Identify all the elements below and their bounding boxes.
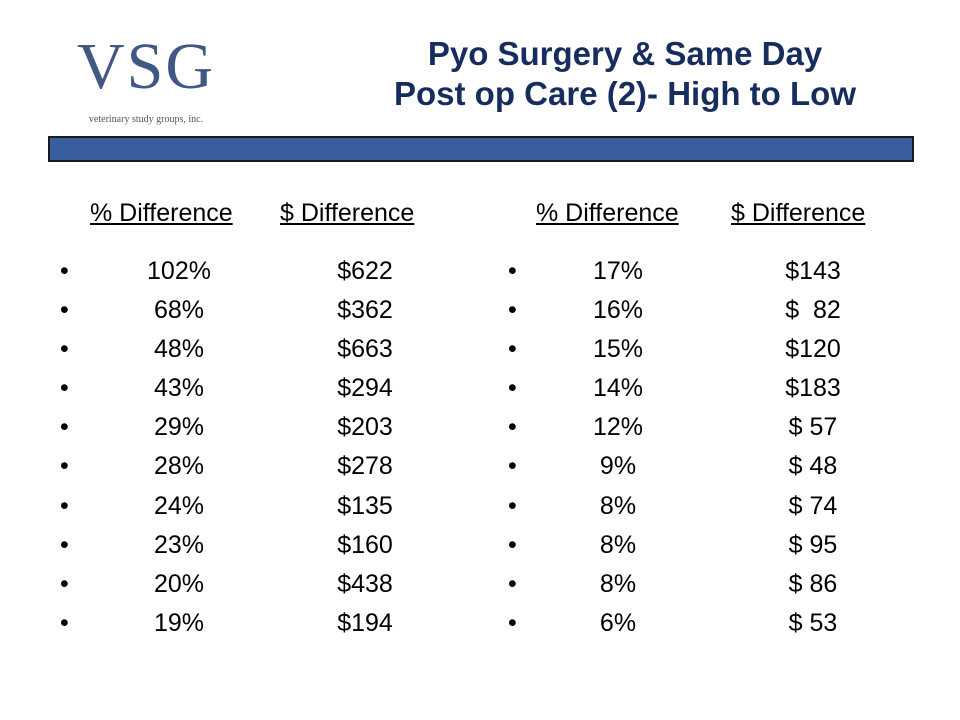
dollar-difference-value: $120: [785, 335, 841, 364]
bullet-icon: •: [508, 608, 517, 637]
title-divider-band: [48, 136, 914, 162]
dollar-difference-value: $ 86: [788, 569, 838, 598]
bullet-icon: •: [508, 296, 517, 325]
pct-difference-value: 19%: [153, 608, 205, 637]
dollar-difference-header: $ Difference: [731, 199, 866, 227]
pct-difference-value: 8%: [599, 569, 637, 598]
bullet-icon: •: [508, 413, 517, 442]
bullet-icon: •: [60, 296, 69, 325]
list-item: • 23% $160: [60, 526, 460, 565]
bullet-icon: •: [60, 374, 69, 403]
dollar-difference-value: $160: [337, 530, 393, 559]
logo-mark: VSG: [76, 30, 216, 103]
pct-difference-value: 28%: [153, 452, 205, 481]
dollar-difference-value: $663: [337, 335, 393, 364]
list-item: • 17% $143: [508, 252, 908, 291]
bullet-icon: •: [60, 335, 69, 364]
pct-difference-value: 17%: [592, 257, 644, 285]
pct-difference-value: 24%: [153, 491, 205, 520]
dollar-difference-value: $362: [337, 296, 393, 325]
dollar-difference-value: $294: [337, 374, 393, 403]
list-item: • 8% $ 95: [508, 526, 908, 565]
dollar-difference-value: $438: [337, 569, 393, 598]
list-item: • 102% $622: [60, 252, 460, 291]
bullet-icon: •: [60, 413, 69, 442]
bullet-icon: •: [60, 452, 69, 481]
right-column-header: % Difference $ Difference: [508, 194, 908, 232]
slide-title: Pyo Surgery & Same Day Post op Care (2)-…: [330, 34, 920, 114]
pct-difference-value: 23%: [153, 530, 205, 559]
pct-difference-value: 16%: [592, 296, 644, 325]
dollar-difference-value: $135: [337, 491, 393, 520]
dollar-difference-header: $ Difference: [280, 199, 415, 227]
list-item: • 20% $438: [60, 565, 460, 604]
dollar-difference-value: $143: [785, 257, 841, 285]
dollar-difference-value: $622: [337, 257, 393, 285]
right-rows-list: • 17% $143 • 16% $ 82 • 15% $120 • 14% $183 • 12% $ 57…: [508, 252, 908, 643]
bullet-icon: •: [508, 491, 517, 520]
bullet-icon: •: [60, 257, 69, 285]
bullet-icon: •: [508, 257, 517, 285]
vsg-logo: VSG veterinary study groups, inc.: [64, 30, 228, 125]
dollar-difference-value: $203: [337, 413, 393, 442]
list-item: • 8% $ 86: [508, 565, 908, 604]
title-line-1: Pyo Surgery & Same Day: [427, 35, 823, 72]
dollar-difference-value: $ 57: [788, 413, 838, 442]
bullet-icon: •: [508, 452, 517, 481]
bullet-icon: •: [60, 530, 69, 559]
list-item: • 16% $ 82: [508, 291, 908, 330]
list-item: • 8% $ 74: [508, 487, 908, 526]
dollar-difference-value: $ 48: [788, 452, 838, 481]
list-item: • 12% $ 57: [508, 408, 908, 447]
pct-difference-header: % Difference: [536, 199, 679, 227]
pct-difference-value: 29%: [153, 413, 205, 442]
list-item: • 68% $362: [60, 291, 460, 330]
pct-difference-value: 68%: [153, 296, 205, 325]
left-column-header: % Difference $ Difference: [60, 194, 460, 232]
bullet-icon: •: [508, 530, 517, 559]
left-column: % Difference $ Difference • 102% $622 • 68% $…: [60, 194, 460, 637]
list-item: • 43% $294: [60, 369, 460, 408]
left-rows-list: • 102% $622 • 68% $362 • 48% $663 • 43% $294 • 29% $20…: [60, 252, 460, 643]
list-item: • 6% $ 53: [508, 604, 908, 643]
pct-difference-header: % Difference: [90, 199, 233, 227]
dollar-difference-value: $ 53: [788, 608, 838, 637]
bullet-icon: •: [508, 569, 517, 598]
dollar-difference-value: $ 82: [785, 296, 841, 325]
dollar-difference-value: $ 74: [788, 491, 838, 520]
bullet-icon: •: [60, 608, 69, 637]
pct-difference-value: 20%: [153, 569, 205, 598]
list-item: • 28% $278: [60, 447, 460, 486]
bullet-icon: •: [508, 335, 517, 364]
bullet-icon: •: [60, 491, 69, 520]
pct-difference-value: 48%: [153, 335, 205, 364]
pct-difference-value: 14%: [592, 374, 644, 403]
pct-difference-value: 9%: [599, 452, 637, 481]
list-item: • 19% $194: [60, 604, 460, 643]
list-item: • 14% $183: [508, 369, 908, 408]
dollar-difference-value: $194: [337, 608, 393, 637]
pct-difference-value: 8%: [599, 530, 637, 559]
logo-subtitle: veterinary study groups, inc.: [88, 114, 204, 125]
list-item: • 24% $135: [60, 487, 460, 526]
bullet-icon: •: [508, 374, 517, 403]
dollar-difference-value: $183: [785, 374, 841, 403]
list-item: • 48% $663: [60, 330, 460, 369]
dollar-difference-value: $278: [337, 452, 393, 481]
bullet-icon: •: [60, 569, 69, 598]
list-item: • 9% $ 48: [508, 447, 908, 486]
title-line-2: Post op Care (2)- High to Low: [394, 75, 856, 112]
list-item: • 15% $120: [508, 330, 908, 369]
right-column: % Difference $ Difference • 17% $143 • 16% $ …: [508, 194, 908, 637]
list-item: • 29% $203: [60, 408, 460, 447]
pct-difference-value: 8%: [599, 491, 637, 520]
pct-difference-value: 15%: [592, 335, 644, 364]
pct-difference-value: 6%: [599, 608, 637, 637]
dollar-difference-value: $ 95: [788, 530, 838, 559]
pct-difference-value: 43%: [153, 374, 205, 403]
pct-difference-value: 102%: [147, 257, 211, 285]
pct-difference-value: 12%: [592, 413, 644, 442]
